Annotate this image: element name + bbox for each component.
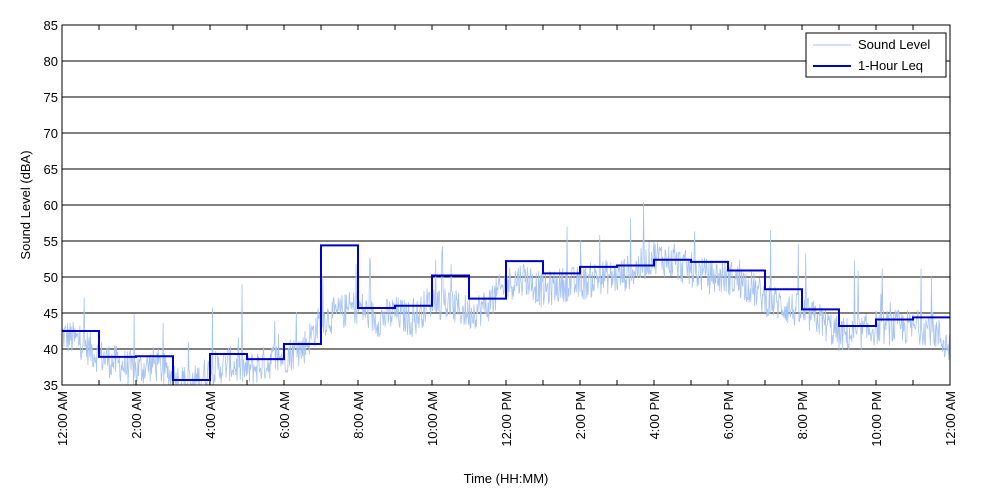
y-tick-label: 80 [44, 54, 58, 69]
x-tick-label: 8:00 AM [351, 391, 366, 439]
legend-label-sound-level: Sound Level [858, 37, 930, 52]
y-axis-title: Sound Level (dBA) [18, 150, 33, 259]
y-tick-label: 50 [44, 270, 58, 285]
y-tick-label: 55 [44, 234, 58, 249]
x-tick-label: 6:00 PM [721, 391, 736, 439]
x-tick-label: 10:00 PM [869, 391, 884, 447]
y-tick-label: 65 [44, 162, 58, 177]
y-tick-label: 70 [44, 126, 58, 141]
y-tick-label: 35 [44, 378, 58, 393]
x-tick-label: 2:00 AM [129, 391, 144, 439]
x-tick-label: 4:00 PM [647, 391, 662, 439]
x-tick-label: 4:00 AM [203, 391, 218, 439]
x-tick-label: 12:00 PM [499, 391, 514, 447]
x-tick-label: 12:00 AM [55, 391, 70, 446]
x-tick-label: 12:00 AM [943, 391, 958, 446]
x-tick-label: 2:00 PM [573, 391, 588, 439]
y-tick-label: 60 [44, 198, 58, 213]
x-tick-label: 6:00 AM [277, 391, 292, 439]
y-tick-label: 75 [44, 90, 58, 105]
legend-box [805, 32, 947, 78]
series-layer [61, 202, 951, 387]
x-tick-label: 10:00 AM [425, 391, 440, 446]
y-tick-label: 40 [44, 342, 58, 357]
tick-layer: 35 40 45 50 55 60 65 70 75 80 85 12:00 AM 2:00 AM 4:0… [44, 18, 958, 447]
x-tick-label: 8:00 PM [795, 391, 810, 439]
y-tick-label: 85 [44, 18, 58, 33]
y-tick-label: 45 [44, 306, 58, 321]
x-axis-title: Time (HH:MM) [464, 471, 549, 486]
leq-step-line [62, 244, 950, 381]
legend-label-leq: 1-Hour Leq [858, 58, 923, 73]
legend: Sound Level 1-Hour Leq [805, 32, 947, 78]
